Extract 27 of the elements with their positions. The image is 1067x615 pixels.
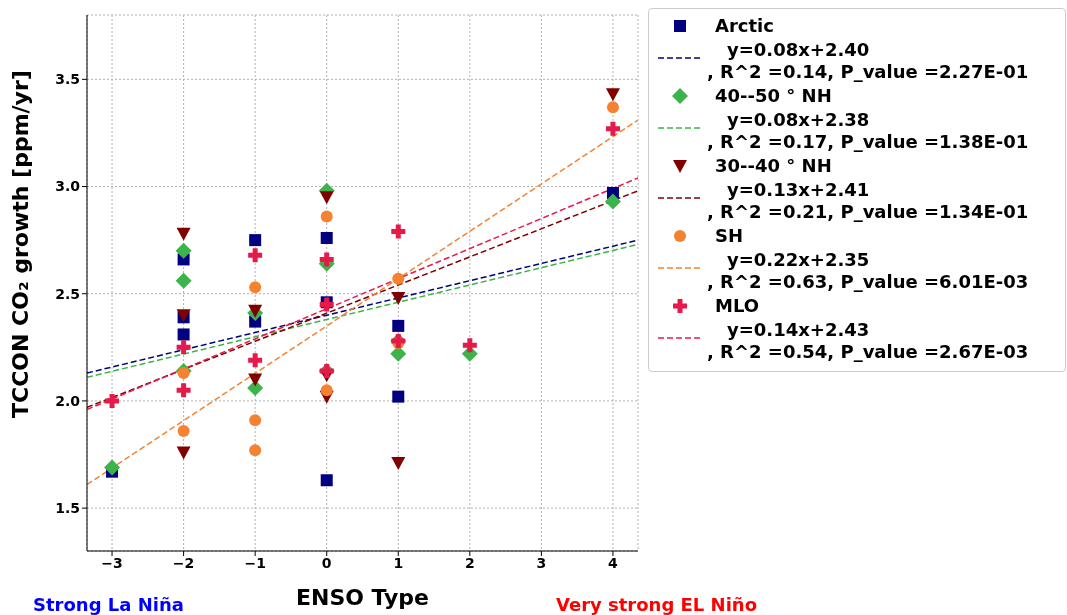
y-axis-title: TCCON CO₂ growth [ppm/yr] xyxy=(7,70,33,418)
legend-label: 30--40 ° NH xyxy=(715,155,832,177)
y-tick-label: 2.0 xyxy=(55,392,81,409)
legend-label: SH xyxy=(715,225,744,247)
legend-label: y=0.08x+2.40 , R^2 =0.14, P_value =2.27E-01 xyxy=(707,39,1029,83)
text: Strong La Niña xyxy=(33,594,184,615)
y-tick-label: 1.5 xyxy=(55,500,80,517)
legend-label: y=0.08x+2.38 , R^2 =0.17, P_value =1.38E-01 xyxy=(707,109,1029,153)
x-tick-label: 2 xyxy=(464,554,475,571)
legend-label: MLO xyxy=(715,295,760,317)
y-tick-label: 3.0 xyxy=(55,178,81,195)
text: Very strong EL Niño xyxy=(556,594,758,615)
legend-label: 40--50 ° NH xyxy=(715,85,832,107)
legend-label: Arctic xyxy=(715,15,774,37)
x-tick-label: −3 xyxy=(101,554,123,571)
y-tick-label: 3.5 xyxy=(55,71,80,88)
legend-label: y=0.22x+2.35 , R^2 =0.63, P_value =6.01E-03 xyxy=(707,249,1029,293)
x-tick-label: 4 xyxy=(608,554,619,571)
x-tick-label: 0 xyxy=(321,554,332,571)
y-tick-label: 2.5 xyxy=(55,285,80,302)
x-tick-label: −2 xyxy=(172,554,195,571)
legend-label: y=0.14x+2.43 , R^2 =0.54, P_value =2.67E-03 xyxy=(707,319,1029,363)
x-tick-label: 3 xyxy=(536,554,547,571)
x-axis-title: ENSO Type xyxy=(295,585,430,610)
legend-label: y=0.13x+2.41 , R^2 =0.21, P_value =1.34E-01 xyxy=(707,179,1029,223)
x-tick-label: 1 xyxy=(393,554,404,571)
x-tick-label: −1 xyxy=(244,554,266,571)
